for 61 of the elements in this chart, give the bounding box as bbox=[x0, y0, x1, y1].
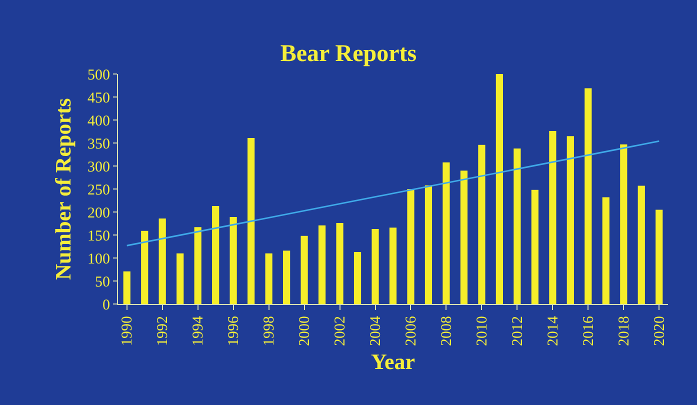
bar bbox=[389, 228, 397, 304]
bar bbox=[549, 131, 556, 304]
bar bbox=[318, 225, 326, 304]
bar bbox=[176, 253, 184, 304]
y-tick-label: 200 bbox=[88, 205, 110, 222]
x-tick-label: 2008 bbox=[439, 316, 456, 346]
bar bbox=[638, 186, 645, 304]
bar bbox=[194, 227, 202, 304]
bar bbox=[514, 148, 521, 304]
bar bbox=[460, 170, 468, 304]
bar bbox=[248, 138, 255, 304]
x-tick-label: 1998 bbox=[262, 316, 278, 346]
bar bbox=[336, 223, 344, 304]
bar bbox=[531, 190, 538, 304]
bar bbox=[300, 236, 308, 304]
x-tick-label: 2020 bbox=[652, 316, 668, 346]
x-axis-title: Year bbox=[371, 348, 416, 374]
x-tick-label: 2016 bbox=[581, 316, 598, 346]
bar bbox=[212, 206, 220, 304]
bar bbox=[230, 217, 237, 304]
bar bbox=[265, 253, 272, 304]
y-axis-title: Number of Reports bbox=[50, 98, 76, 280]
y-tick-label: 300 bbox=[88, 159, 110, 176]
x-tick-label: 2014 bbox=[546, 316, 562, 346]
bar bbox=[656, 210, 663, 304]
x-tick-label: 2012 bbox=[510, 316, 526, 346]
bar bbox=[496, 74, 503, 304]
x-tick-label: 2006 bbox=[404, 316, 420, 346]
x-tick-label: 2004 bbox=[368, 316, 384, 346]
y-tick-label: 450 bbox=[88, 90, 110, 106]
bar bbox=[407, 189, 414, 304]
x-tick-label: 1994 bbox=[190, 316, 207, 346]
bar bbox=[584, 88, 592, 304]
x-tick-label: 1990 bbox=[120, 316, 136, 346]
y-tick-label: 400 bbox=[88, 113, 110, 130]
chart-title: Bear Reports bbox=[280, 41, 417, 68]
y-tick-label: 150 bbox=[88, 228, 110, 244]
bar bbox=[158, 218, 166, 304]
bar bbox=[354, 252, 362, 304]
bar bbox=[442, 162, 450, 304]
x-tick-label: 2010 bbox=[474, 316, 491, 346]
bar bbox=[478, 144, 486, 304]
x-tick-label: 2000 bbox=[297, 316, 314, 346]
x-tick-label: 1992 bbox=[155, 316, 172, 346]
bar bbox=[372, 229, 379, 304]
bar bbox=[566, 136, 574, 304]
x-tick-label: 2018 bbox=[616, 316, 633, 346]
y-tick-label: 50 bbox=[95, 274, 110, 290]
bar bbox=[620, 144, 628, 304]
y-tick-label: 250 bbox=[88, 182, 110, 198]
bar bbox=[424, 185, 432, 304]
x-tick-label: 1996 bbox=[226, 316, 242, 346]
y-tick-label: 0 bbox=[102, 297, 110, 314]
y-tick-label: 350 bbox=[88, 136, 110, 152]
bar bbox=[602, 197, 610, 304]
bar bbox=[141, 230, 148, 304]
bar bbox=[283, 250, 290, 304]
x-tick-label: 2002 bbox=[332, 316, 349, 346]
y-tick-label: 100 bbox=[88, 251, 110, 268]
bar bbox=[123, 271, 130, 304]
y-tick-label: 500 bbox=[88, 67, 110, 84]
